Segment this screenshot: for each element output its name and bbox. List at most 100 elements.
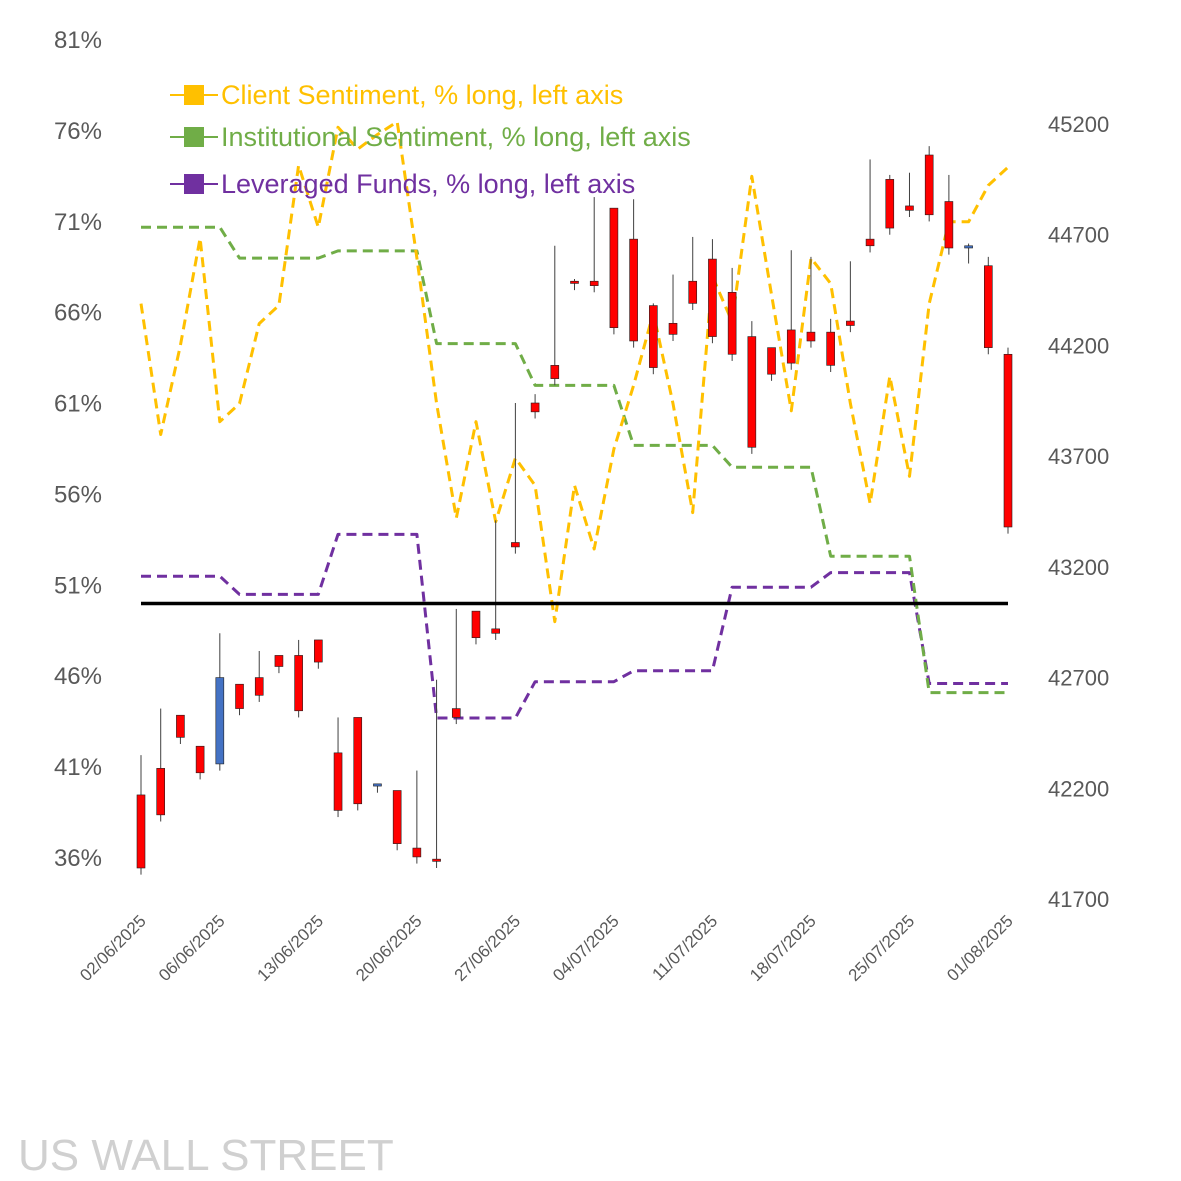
- candle-body: [156, 768, 166, 816]
- candle-body: [786, 329, 796, 364]
- legend-label: Leveraged Funds, % long, left axis: [221, 169, 635, 199]
- right-tick-label: 42200: [1048, 776, 1109, 801]
- candlesticks: [136, 146, 1013, 875]
- candle: [589, 197, 599, 293]
- candle-body: [491, 628, 500, 634]
- candle-body: [649, 305, 658, 368]
- left-tick-label: 66%: [54, 300, 102, 327]
- right-tick-label: 43200: [1048, 555, 1109, 580]
- candle: [511, 403, 520, 554]
- sentiment-lines: [139, 120, 1010, 720]
- candle: [885, 174, 895, 235]
- candle-body: [412, 847, 422, 858]
- candle: [924, 146, 934, 222]
- series-line-2: [141, 532, 1008, 720]
- candle: [471, 610, 481, 645]
- candle: [747, 321, 757, 454]
- x-tick-label: 04/07/2025: [549, 911, 623, 985]
- candle-body: [668, 322, 678, 335]
- candle: [314, 639, 323, 669]
- candle-body: [215, 677, 225, 765]
- legend-swatch: [184, 174, 204, 194]
- candle-body: [511, 542, 520, 548]
- candle-body: [747, 336, 757, 448]
- candle-body: [451, 708, 461, 718]
- x-tick-label: 11/07/2025: [649, 911, 722, 984]
- candle-body: [589, 280, 599, 286]
- candle: [688, 236, 698, 310]
- x-tick-label: 27/06/2025: [451, 911, 525, 985]
- legend-label: Client Sentiment, % long, left axis: [221, 80, 623, 110]
- candle: [176, 714, 185, 744]
- candle-body: [846, 320, 855, 326]
- candle-body: [826, 331, 835, 366]
- left-tick-label: 76%: [54, 118, 102, 145]
- candle-body: [708, 258, 717, 337]
- candle: [432, 679, 441, 868]
- candle-body: [688, 280, 698, 304]
- candle: [865, 159, 875, 253]
- left-axis: 81% 76% 71% 66% 61% 56% 51% 46% 41% 36%: [54, 27, 102, 872]
- candle-body: [767, 347, 776, 375]
- x-tick-label: 13/06/2025: [254, 911, 328, 985]
- candle: [412, 770, 422, 864]
- candle: [668, 274, 678, 341]
- candle: [156, 708, 166, 822]
- candle-body: [550, 365, 560, 379]
- x-tick-label: 01/08/2025: [943, 911, 1017, 985]
- candle-body: [471, 610, 481, 639]
- candle-body: [373, 783, 382, 787]
- candle-body: [314, 639, 323, 663]
- candle: [806, 256, 816, 348]
- candle: [905, 172, 914, 217]
- candle: [708, 239, 717, 344]
- candle: [451, 608, 461, 725]
- right-tick-label: 42700: [1048, 666, 1109, 691]
- candle-body: [294, 655, 303, 712]
- candle-body: [570, 280, 579, 284]
- candle-body: [727, 291, 737, 355]
- candle: [195, 745, 205, 780]
- left-tick-label: 71%: [54, 209, 102, 236]
- right-tick-label: 44700: [1048, 223, 1109, 248]
- candle-body: [885, 179, 895, 229]
- legend-label: Institutional Sentiment, % long, left ax…: [221, 122, 691, 152]
- candle: [964, 243, 973, 264]
- legend-item: Leveraged Funds, % long, left axis: [170, 169, 635, 199]
- x-tick-label: 25/07/2025: [845, 911, 919, 985]
- right-tick-label: 44200: [1048, 333, 1109, 358]
- right-tick-label: 45200: [1048, 112, 1109, 137]
- candle-body: [176, 714, 185, 738]
- series-line-0: [139, 120, 1010, 624]
- right-tick-label: 41700: [1048, 887, 1109, 912]
- candle: [530, 394, 540, 419]
- watermark: US WALL STREET: [18, 1131, 394, 1180]
- left-tick-label: 61%: [54, 391, 102, 418]
- candle: [215, 633, 225, 771]
- candle-body: [629, 238, 638, 342]
- candle-body: [333, 752, 343, 811]
- candle: [570, 279, 579, 291]
- candle-body: [235, 683, 244, 709]
- right-tick-label: 43700: [1048, 444, 1109, 469]
- candle-body: [924, 154, 934, 216]
- candle-body: [609, 207, 619, 329]
- candle: [373, 783, 382, 793]
- candle: [550, 245, 560, 386]
- candle-body: [865, 238, 875, 247]
- x-tick-label: 06/06/2025: [155, 911, 229, 985]
- candle: [392, 790, 402, 851]
- legend-item: Client Sentiment, % long, left axis: [170, 80, 623, 110]
- candle-body: [944, 201, 954, 249]
- left-tick-label: 36%: [54, 845, 102, 872]
- candle-body: [530, 402, 540, 413]
- candle: [353, 717, 363, 811]
- right-axis: 45200 44700 44200 43700 43200 42700 42200 41700: [1048, 112, 1109, 912]
- candle: [136, 755, 146, 875]
- x-tick-label: 18/07/2025: [746, 911, 820, 985]
- legend-swatch: [184, 127, 204, 147]
- candle: [274, 655, 284, 674]
- candle-body: [905, 205, 914, 211]
- left-tick-label: 46%: [54, 663, 102, 690]
